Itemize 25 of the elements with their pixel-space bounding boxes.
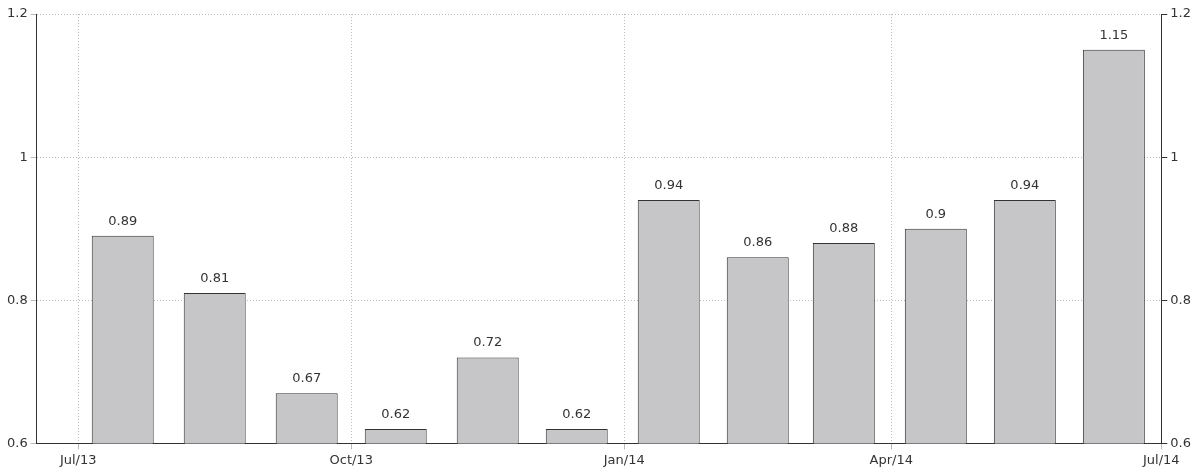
x-tick-label: Jul/14 (1142, 451, 1180, 467)
y2-tick-label: 1.2 (1170, 5, 1192, 21)
data-label: 0.9 (925, 205, 947, 221)
data-label: 0.88 (829, 219, 859, 235)
x-tick-label: Jan/14 (602, 451, 645, 467)
x-tick-label: Oct/13 (329, 451, 373, 467)
y2-tick-label: 0.8 (1170, 291, 1192, 307)
data-label: 1.15 (1099, 26, 1129, 42)
data-label: 0.67 (292, 370, 322, 386)
data-label: 0.72 (473, 334, 503, 350)
data-label: 0.86 (743, 234, 773, 250)
data-label: 0.94 (654, 176, 684, 192)
y-tick-label: 0.6 (6, 434, 28, 450)
x-tick-label: Apr/14 (869, 451, 913, 467)
y-tick-label: 0.8 (6, 291, 28, 307)
y-tick-label: 1.2 (6, 5, 28, 21)
data-label: 0.62 (381, 405, 411, 421)
y2-tick-label: 0.6 (1170, 434, 1192, 450)
x-tick-label: Jul/13 (58, 451, 97, 467)
data-label: 0.62 (562, 405, 592, 421)
data-label: 0.94 (1010, 176, 1040, 192)
data-label: 0.81 (200, 269, 230, 285)
data-label: 0.89 (108, 212, 138, 228)
y2-tick-label: 1 (1170, 148, 1179, 164)
y-tick-label: 1 (19, 148, 28, 164)
